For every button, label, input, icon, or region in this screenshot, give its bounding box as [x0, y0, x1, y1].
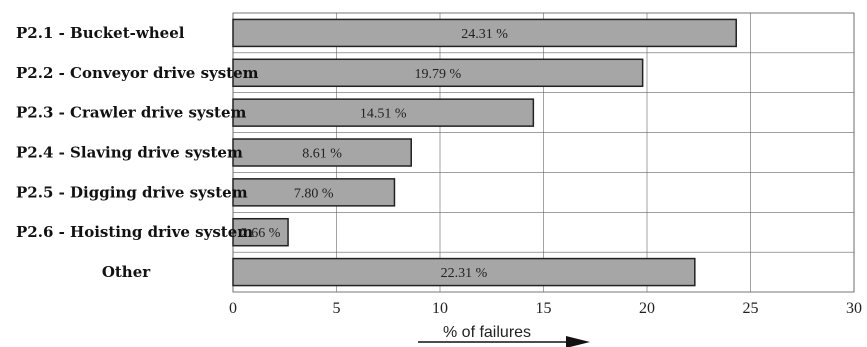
- category-labels: P2.1 - Bucket-wheel P2.2 - Conveyor drive…: [16, 24, 259, 281]
- category-label: P2.1 - Bucket-wheel: [16, 24, 185, 42]
- bar: [232, 257, 696, 287]
- category-label: P2.3 - Crawler drive system: [16, 104, 247, 122]
- data-label: 22.31 %: [441, 266, 488, 281]
- grid-lines: [232, 12, 855, 293]
- x-tick-label: 10: [432, 300, 448, 317]
- x-tick-label: 25: [743, 300, 759, 317]
- x-axis-title: % of failures: [443, 324, 531, 341]
- category-label: P2.5 - Digging drive system: [16, 183, 248, 201]
- data-label: 24.31 %: [461, 27, 508, 42]
- x-tick-label: 5: [333, 300, 341, 317]
- bar: [232, 58, 644, 88]
- x-axis-arrow: [418, 336, 590, 347]
- category-label: P2.6 - Hoisting drive system: [16, 223, 253, 241]
- data-label: 19.79 %: [414, 67, 461, 82]
- category-label: P2.4 - Slaving drive system: [16, 144, 243, 162]
- data-label: 2.66 %: [241, 226, 281, 241]
- x-tick-label: 0: [229, 300, 237, 317]
- bar: [232, 138, 412, 167]
- x-tick-label: 30: [846, 300, 862, 317]
- data-label: 7.80 %: [294, 186, 334, 201]
- bar: [232, 217, 289, 247]
- x-tick-label: 20: [639, 300, 655, 317]
- bar: [232, 18, 737, 48]
- bars: 24.31 % 19.79 % 14.51 % 8.61 % 7.80 % 2.66 % 2…: [232, 18, 737, 287]
- category-label: Other: [102, 263, 151, 281]
- x-tick-label: 15: [536, 300, 552, 317]
- tick-labels: 0 5 10 15 20 25 30: [229, 300, 862, 317]
- category-label: P2.2 - Conveyor drive system: [16, 64, 259, 82]
- data-label: 8.61 %: [302, 147, 342, 162]
- bar: [232, 98, 535, 127]
- bar: [232, 178, 396, 207]
- data-label: 14.51 %: [360, 107, 407, 122]
